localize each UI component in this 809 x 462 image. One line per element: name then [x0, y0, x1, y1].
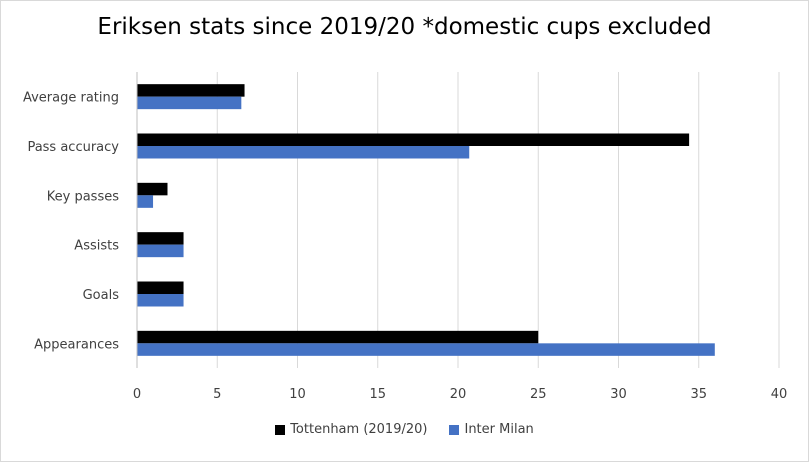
x-tick-label-0: 0: [133, 387, 141, 402]
category-label-key-passes: Key passes: [47, 189, 119, 204]
bar-inter-milan-assists: [137, 244, 184, 258]
bar-inter-milan-key-passes: [137, 195, 154, 208]
legend: Tottenham (2019/20) Inter Milan: [0, 422, 809, 437]
x-tick-label-10: 10: [289, 387, 306, 402]
legend-item-inter-milan: Inter Milan: [449, 422, 534, 437]
axes: 0 5 10 15 20 25 30 35 40 Average rating Pass accur…: [23, 72, 787, 402]
bar-inter-milan-pass-accuracy: [137, 146, 470, 159]
category-label-assists: Assists: [74, 239, 119, 254]
bar-inter-milan-average-rating: [137, 96, 242, 110]
legend-label-tottenham: Tottenham (2019/20): [290, 422, 428, 437]
legend-item-tottenham: Tottenham (2019/20): [275, 422, 427, 437]
legend-swatch-tottenham: [275, 424, 286, 435]
category-label-goals: Goals: [83, 288, 120, 303]
category-label-pass-accuracy: Pass accuracy: [27, 140, 119, 155]
category-label-appearances: Appearances: [34, 337, 119, 352]
x-tick-label-20: 20: [450, 387, 467, 402]
x-tick-label-15: 15: [369, 387, 386, 402]
legend-label-inter-milan: Inter Milan: [464, 422, 534, 437]
gridlines: [216, 72, 780, 368]
bar-tottenham-2019-20-key-passes: [137, 182, 168, 196]
category-label-average-rating: Average rating: [23, 91, 119, 106]
chart-title: Eriksen stats since 2019/20 *domestic cu…: [97, 14, 712, 40]
x-tick-label-25: 25: [530, 387, 547, 402]
x-tick-label-5: 5: [213, 387, 221, 402]
bar-tottenham-2019-20-assists: [137, 232, 184, 245]
bar-tottenham-2019-20-appearances: [137, 330, 539, 344]
bar-inter-milan-appearances: [137, 343, 715, 356]
x-tick-label-30: 30: [610, 387, 627, 402]
bar-tottenham-2019-20-average-rating: [137, 84, 245, 97]
bars: [137, 84, 715, 356]
x-tick-label-35: 35: [690, 387, 707, 402]
bar-tottenham-2019-20-pass-accuracy: [137, 133, 690, 146]
bar-tottenham-2019-20-goals: [137, 281, 184, 294]
bar-inter-milan-goals: [137, 294, 184, 307]
legend-swatch-inter-milan: [449, 424, 460, 435]
x-tick-label-40: 40: [771, 387, 788, 402]
